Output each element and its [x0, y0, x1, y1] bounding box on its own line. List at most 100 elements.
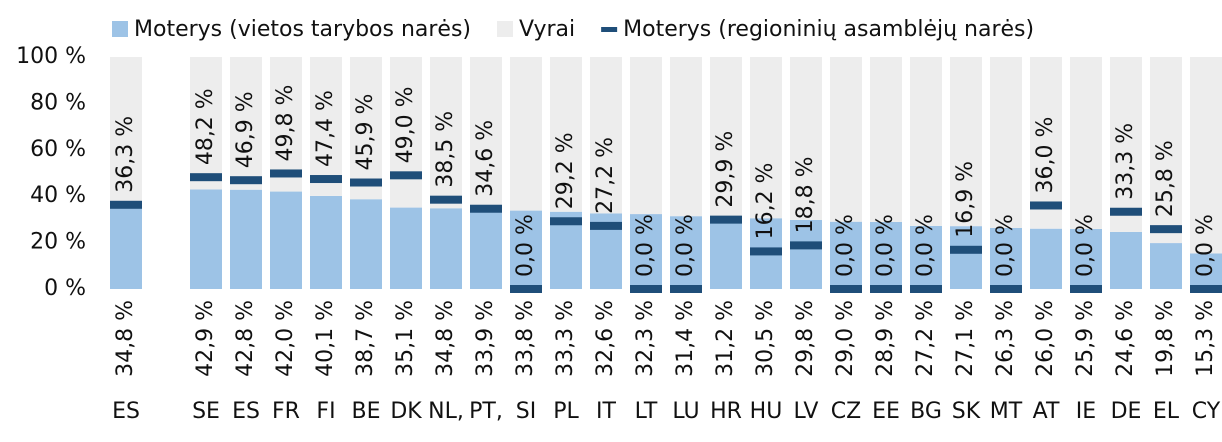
regional-marker	[790, 241, 822, 250]
bar-value-label: 24,6 %	[1113, 300, 1138, 377]
regional-marker	[510, 285, 542, 293]
bar-segment	[430, 57, 462, 209]
bar-segment	[830, 57, 862, 222]
regional-value-label: 0,0 %	[673, 214, 698, 277]
regional-value-label: 36,0 %	[1033, 117, 1058, 194]
bar-value-label: 29,8 %	[793, 300, 818, 377]
regional-marker	[190, 173, 222, 182]
regional-marker	[910, 285, 942, 293]
bar-segment	[790, 219, 822, 289]
regional-marker	[430, 195, 462, 204]
regional-marker	[110, 200, 142, 209]
legend-swatch	[497, 21, 514, 37]
bar-value-label: 35,1 %	[393, 300, 418, 377]
bar-segment	[670, 57, 702, 217]
regional-value-label: 0,0 %	[873, 214, 898, 277]
regional-marker	[1150, 225, 1182, 234]
bar-value-label: 19,8 %	[1153, 300, 1178, 377]
regional-marker	[670, 285, 702, 293]
bar-segment	[190, 57, 222, 190]
regional-marker	[750, 247, 782, 256]
bar-segment	[630, 214, 662, 289]
x-tick-label: EE	[872, 399, 900, 424]
regional-marker	[470, 204, 502, 213]
y-tick-label: 100 %	[16, 44, 86, 69]
regional-marker	[350, 178, 382, 187]
bar-segment	[990, 227, 1022, 289]
regional-value-label: 47,4 %	[313, 90, 338, 167]
x-tick-label: MT	[990, 399, 1023, 424]
bar-segment	[430, 208, 462, 289]
regional-marker	[830, 285, 862, 293]
bar-value-label: 38,7 %	[353, 300, 378, 377]
regional-value-label: 46,9 %	[233, 91, 258, 168]
bar-segment	[390, 57, 422, 208]
bar-segment	[270, 191, 302, 289]
regional-marker	[710, 215, 742, 224]
bar-segment	[350, 199, 382, 289]
bar-value-label: 30,5 %	[753, 300, 778, 377]
regional-marker	[1030, 201, 1062, 210]
bar-segment	[550, 57, 582, 212]
regional-value-label: 0,0 %	[633, 214, 658, 277]
regional-marker	[1190, 285, 1222, 293]
bar-value-label: 32,3 %	[633, 300, 658, 377]
bar-segment	[310, 195, 342, 289]
bar-segment	[230, 57, 262, 190]
bar-segment	[230, 189, 262, 289]
regional-marker	[1110, 207, 1142, 216]
bar-value-label: 27,2 %	[913, 300, 938, 377]
regional-value-label: 27,2 %	[593, 137, 618, 214]
regional-value-label: 0,0 %	[833, 214, 858, 277]
x-tick-label: LT	[635, 399, 658, 424]
x-tick-label: IT	[596, 399, 616, 424]
bar-segment	[1190, 57, 1222, 254]
bar-value-label: 28,9 %	[873, 300, 898, 377]
x-tick-label: LU	[672, 399, 699, 424]
bar-segment	[1190, 253, 1222, 289]
regional-value-label: 0,0 %	[913, 214, 938, 277]
bar-segment	[910, 57, 942, 226]
legend-label: Moterys (vietos tarybos narės)	[134, 17, 471, 42]
y-tick-label: 0 %	[44, 276, 86, 301]
bar-value-label: 34,8 %	[433, 300, 458, 377]
y-tick-label: 80 %	[30, 90, 86, 115]
regional-value-label: 29,9 %	[713, 131, 738, 208]
x-tick-label: AT	[1033, 399, 1060, 424]
regional-value-label: 16,2 %	[753, 163, 778, 240]
regional-value-label: 16,9 %	[953, 161, 978, 238]
bar-value-label: 31,2 %	[713, 300, 738, 377]
bar-segment	[710, 216, 742, 289]
x-tick-label: PT,	[469, 399, 503, 424]
bar-segment	[670, 216, 702, 289]
bar-segment	[1070, 228, 1102, 289]
x-tick-label: SE	[192, 399, 220, 424]
regional-marker	[390, 171, 422, 180]
regional-value-label: 34,6 %	[473, 120, 498, 197]
regional-marker	[230, 176, 262, 185]
bar-value-label: 33,3 %	[553, 300, 578, 377]
bar-segment	[470, 210, 502, 289]
x-tick-label: BG	[910, 399, 942, 424]
regional-marker	[990, 285, 1022, 293]
x-tick-label: DE	[1111, 399, 1142, 424]
x-tick-label: PL	[553, 399, 579, 424]
bar-value-label: 32,6 %	[593, 300, 618, 377]
regional-marker	[590, 221, 622, 230]
bar-value-label: 26,0 %	[1033, 300, 1058, 377]
regional-marker	[1070, 285, 1102, 293]
bar-segment	[910, 225, 942, 289]
x-tick-label: CZ	[831, 399, 861, 424]
legend-label: Moterys (regioninių asamblėjų narės)	[623, 17, 1034, 42]
x-tick-label: ES	[112, 399, 140, 424]
regional-value-label: 0,0 %	[513, 214, 538, 277]
bar-segment	[590, 57, 622, 214]
regional-value-label: 0,0 %	[1193, 214, 1218, 277]
x-tick-label: SI	[516, 399, 536, 424]
bar-segment	[1110, 231, 1142, 289]
bar-value-label: 40,1 %	[313, 300, 338, 377]
y-tick-label: 40 %	[30, 183, 86, 208]
bar-value-label: 31,4 %	[673, 300, 698, 377]
bar-segment	[1070, 57, 1102, 229]
regional-value-label: 33,3 %	[1113, 123, 1138, 200]
